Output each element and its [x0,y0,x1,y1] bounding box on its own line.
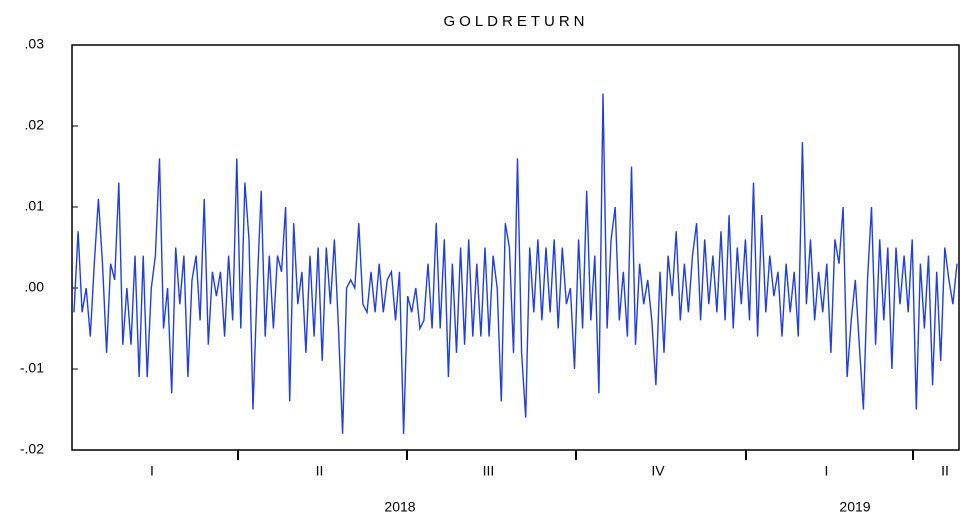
x-tick-label: II [941,463,949,479]
year-label: 2018 [384,499,415,515]
y-tick-label: .03 [25,36,45,52]
chart-title: GOLDRETURN [443,13,588,30]
y-tick-label: .00 [25,279,45,295]
x-tick-label: I [825,463,829,479]
y-tick-label: .01 [25,198,45,214]
x-tick-label: II [316,463,324,479]
year-label: 2019 [839,499,870,515]
y-tick-label: -.02 [20,441,44,457]
y-tick-label: .02 [25,117,45,133]
x-tick-label: IV [651,463,665,479]
y-tick-label: -.01 [20,360,44,376]
x-tick-label: III [483,463,495,479]
plot-frame [71,44,960,451]
x-tick-label: I [150,463,154,479]
data-line [73,93,958,434]
